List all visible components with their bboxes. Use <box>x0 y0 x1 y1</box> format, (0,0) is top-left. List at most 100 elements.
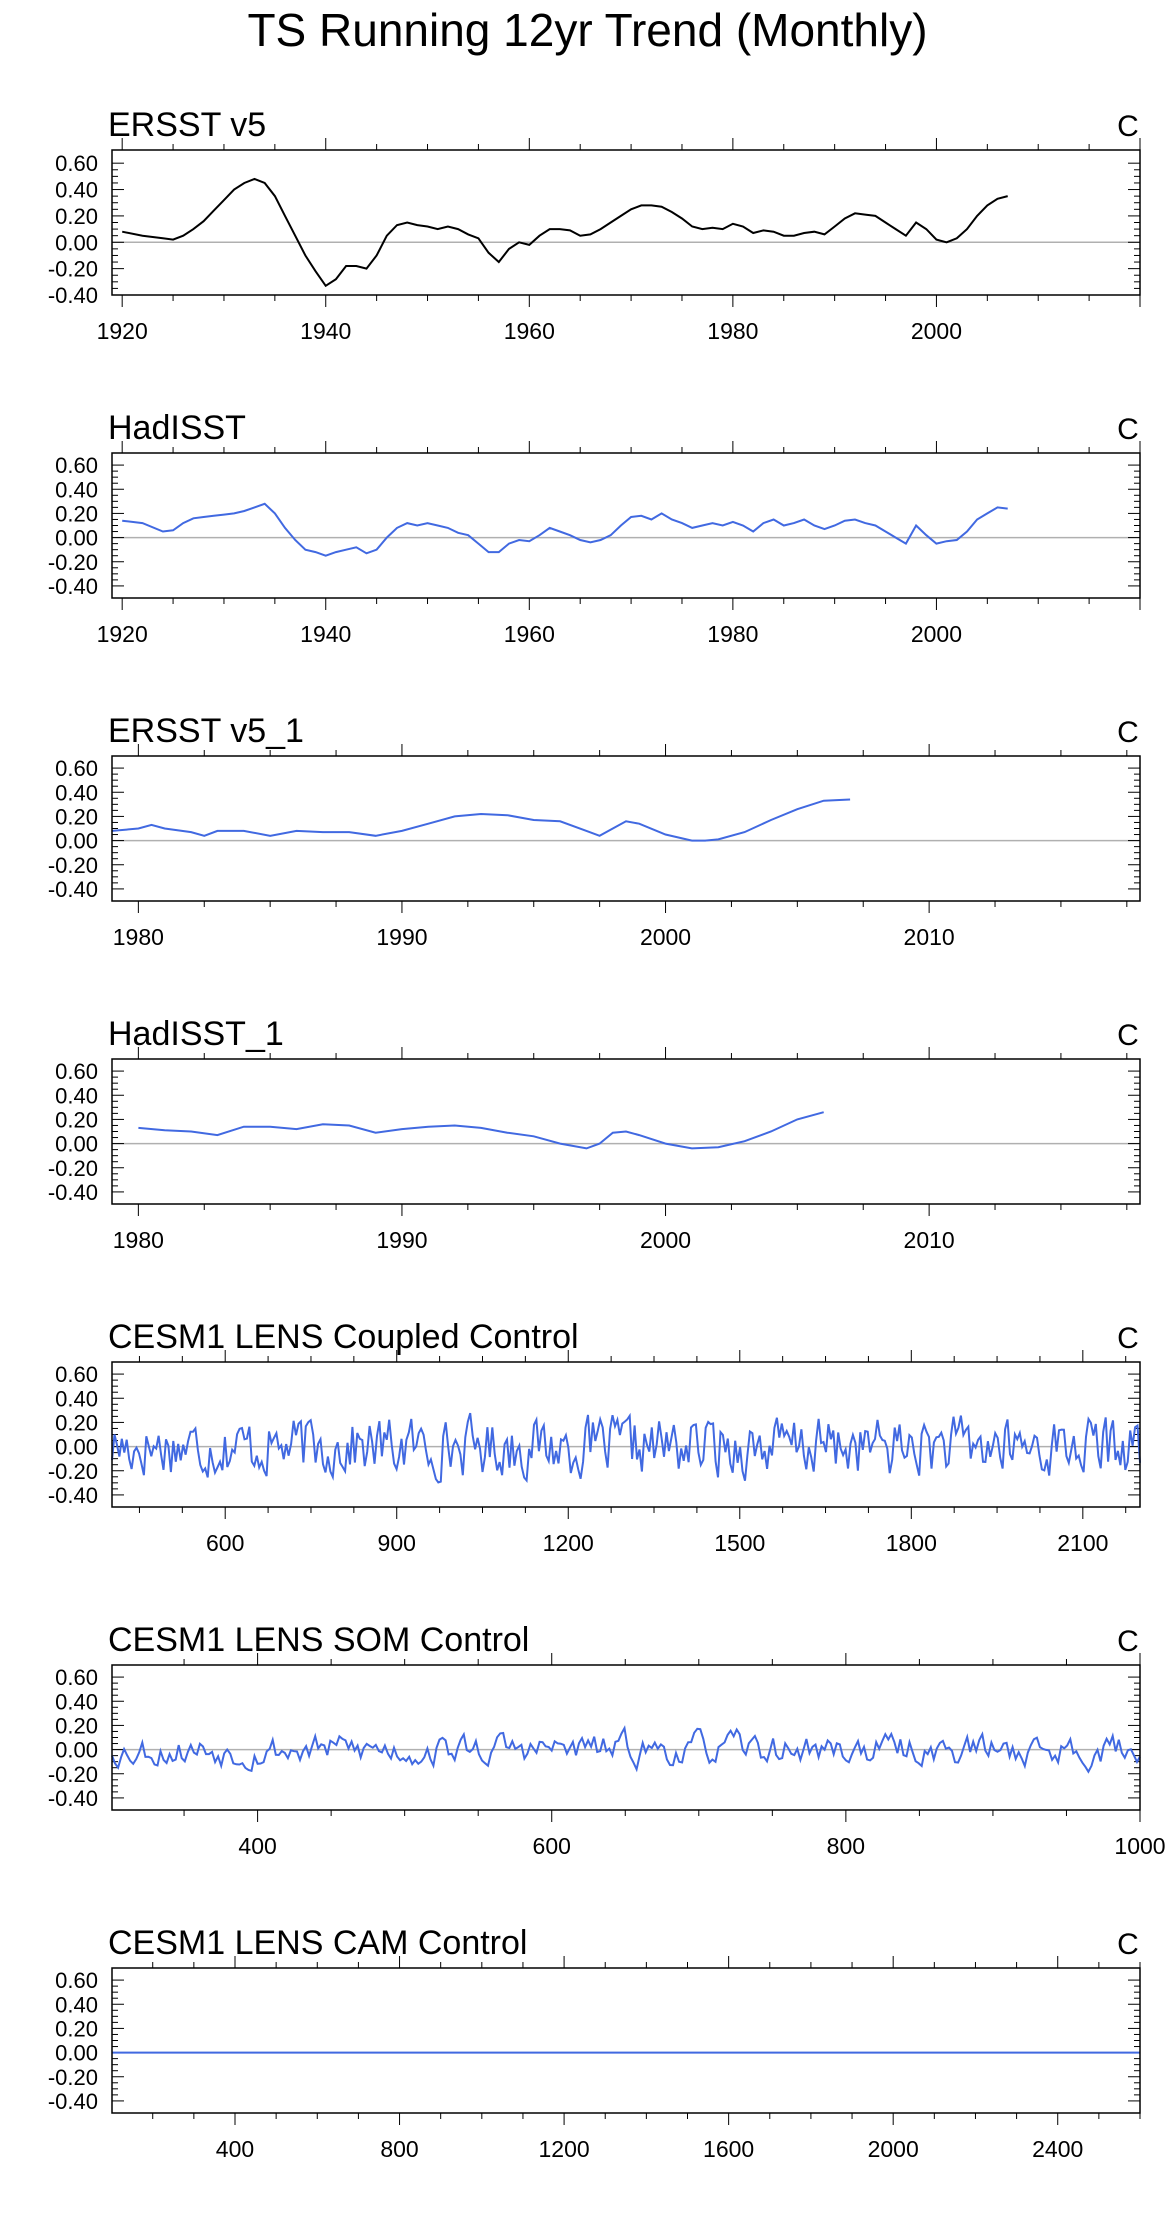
x-tick-label: 1940 <box>300 621 351 647</box>
x-tick-label: 1990 <box>376 924 427 950</box>
y-tick-label: -0.40 <box>48 2089 98 2114</box>
x-tick-label: 1990 <box>376 1227 427 1253</box>
x-tick-label: 2000 <box>640 924 691 950</box>
y-tick-label: 0.00 <box>55 526 98 551</box>
y-tick-label: 0.20 <box>55 501 98 526</box>
y-tick-label: 0.40 <box>55 477 98 502</box>
y-tick-label: 0.20 <box>55 1410 98 1435</box>
x-tick-label: 2000 <box>640 1227 691 1253</box>
y-tick-label: 0.20 <box>55 204 98 229</box>
series-line <box>111 798 851 842</box>
panel-units: C <box>1117 413 1139 446</box>
y-tick-label: 0.60 <box>55 1362 98 1387</box>
panel-3: ERSST v5_1 C 0.600.400.200.00-0.20-0.40 198… <box>48 712 1141 950</box>
chart-main-title: TS Running 12yr Trend (Monthly) <box>247 4 928 56</box>
x-tick-label: 1980 <box>707 621 758 647</box>
plot-frame <box>111 1058 1141 1205</box>
x-tick-label: 400 <box>238 1833 276 1859</box>
panel-units: C <box>1117 1625 1139 1658</box>
panel-title: CESM1 LENS Coupled Control <box>108 1318 579 1356</box>
y-tick-label: -0.20 <box>48 1459 98 1484</box>
y-tick-label: 0.00 <box>55 1435 98 1460</box>
x-tick-label: 2000 <box>911 318 962 344</box>
y-tick-label: -0.40 <box>48 1180 98 1205</box>
x-tick-label: 800 <box>827 1833 865 1859</box>
x-tick-label: 1200 <box>539 2136 590 2162</box>
x-tick-label: 2400 <box>1032 2136 1083 2162</box>
x-tick-label: 1940 <box>300 318 351 344</box>
y-tick-label: 0.40 <box>55 1386 98 1411</box>
y-tick-label: -0.40 <box>48 1483 98 1508</box>
x-tick-label: 1980 <box>113 924 164 950</box>
y-tick-label: 0.20 <box>55 1107 98 1132</box>
plot-frame <box>111 149 1141 296</box>
x-tick-label: 1500 <box>714 1530 765 1556</box>
y-tick-label: 0.20 <box>55 1713 98 1738</box>
y-tick-label: -0.40 <box>48 877 98 902</box>
panel-title: HadISST_1 <box>108 1015 284 1053</box>
x-tick-label: 2010 <box>904 924 955 950</box>
x-tick-label: 1980 <box>113 1227 164 1253</box>
series-line <box>122 502 1008 557</box>
y-tick-label: 0.00 <box>55 1738 98 1763</box>
y-tick-label: 0.40 <box>55 1083 98 1108</box>
y-tick-label: -0.20 <box>48 550 98 575</box>
panel-units: C <box>1117 1019 1139 1052</box>
panel-units: C <box>1117 716 1139 749</box>
y-tick-label: 0.60 <box>55 1968 98 1993</box>
x-tick-label: 2100 <box>1057 1530 1108 1556</box>
y-tick-label: 0.40 <box>55 178 98 203</box>
y-tick-label: -0.20 <box>48 1156 98 1181</box>
y-tick-label: -0.40 <box>48 283 98 308</box>
panel-5: CESM1 LENS Coupled Control C 0.600.400.200… <box>48 1318 1141 1556</box>
y-tick-label: -0.20 <box>48 853 98 878</box>
y-tick-label: -0.40 <box>48 1786 98 1811</box>
panel-title: ERSST v5 <box>108 106 266 144</box>
plot-frame <box>111 1361 1141 1508</box>
y-tick-label: 0.00 <box>55 1132 98 1157</box>
y-tick-label: -0.20 <box>48 1762 98 1787</box>
y-tick-label: 0.60 <box>55 1059 98 1084</box>
y-tick-label: -0.20 <box>48 257 98 282</box>
x-tick-label: 900 <box>378 1530 416 1556</box>
y-tick-label: 0.60 <box>55 1665 98 1690</box>
x-tick-label: 1960 <box>504 318 555 344</box>
y-tick-label: -0.40 <box>48 574 98 599</box>
x-tick-label: 2010 <box>904 1227 955 1253</box>
x-tick-label: 1980 <box>707 318 758 344</box>
y-tick-label: 0.60 <box>55 453 98 478</box>
panel-6: CESM1 LENS SOM Control C0.600.400.200.00-… <box>48 1621 1166 1859</box>
panel-title: HadISST <box>108 409 246 447</box>
x-tick-label: 2000 <box>911 621 962 647</box>
panel-2: HadISST C 0.600.400.200.00-0.20-0.40 1920 19… <box>48 409 1141 647</box>
panel-title: CESM1 LENS SOM Control <box>108 1621 529 1659</box>
panel-units: C <box>1117 1322 1139 1355</box>
plot-frame <box>111 755 1141 902</box>
x-tick-label: 600 <box>206 1530 244 1556</box>
series-line <box>138 1111 824 1150</box>
x-tick-label: 400 <box>216 2136 254 2162</box>
series-line <box>111 1725 1141 1774</box>
y-tick-label: 0.00 <box>55 2041 98 2066</box>
panel-7: CESM1 LENS CAM Control C0.600.400.200.00-… <box>48 1924 1141 2162</box>
x-tick-label: 1920 <box>97 621 148 647</box>
x-tick-label: 1800 <box>886 1530 937 1556</box>
panel-units: C <box>1117 110 1139 143</box>
x-tick-label: 1200 <box>543 1530 594 1556</box>
panel-units: C <box>1117 1928 1139 1961</box>
y-tick-label: 0.00 <box>55 829 98 854</box>
panel-title: CESM1 LENS CAM Control <box>108 1924 527 1962</box>
panel-1: ERSST v5 C 0.600.400.200.00-0.20-0.40 1920 1… <box>48 106 1141 344</box>
panel-title: ERSST v5_1 <box>108 712 304 750</box>
y-tick-label: 0.20 <box>55 2016 98 2041</box>
panel-4: HadISST_1 C 0.600.400.200.00-0.20-0.40 1980… <box>48 1015 1141 1253</box>
x-tick-label: 600 <box>533 1833 571 1859</box>
x-tick-label: 1920 <box>97 318 148 344</box>
x-tick-label: 1000 <box>1114 1833 1165 1859</box>
y-tick-label: 0.60 <box>55 151 98 176</box>
y-tick-label: 0.20 <box>55 804 98 829</box>
plot-frame <box>111 1664 1141 1811</box>
x-tick-label: 2000 <box>868 2136 919 2162</box>
series-line <box>122 177 1008 288</box>
